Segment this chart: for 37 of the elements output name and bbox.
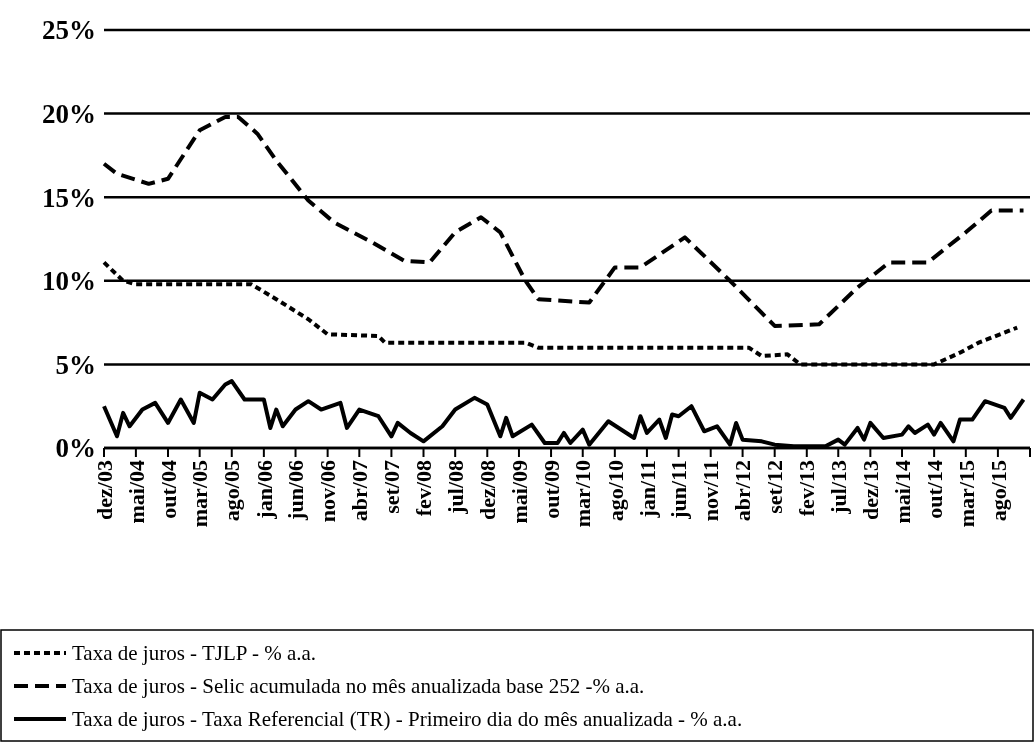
x-tick-label: jul/08 (442, 460, 468, 515)
x-tick-label: mar/10 (570, 460, 596, 528)
x-tick-label: out/14 (921, 460, 947, 519)
x-tick-label: out/09 (538, 460, 564, 519)
x-tick-label: mai/04 (123, 460, 149, 524)
y-tick-label: 15% (42, 182, 96, 213)
x-tick-label: abr/07 (347, 460, 373, 522)
legend-label: Taxa de juros - TJLP - % a.a. (72, 641, 317, 666)
x-tick-label: jun/11 (666, 460, 692, 520)
x-tick-label: set/12 (762, 460, 788, 514)
x-tick-label: dez/13 (858, 460, 884, 520)
x-tick-label: fev/08 (411, 460, 437, 517)
line-series (102, 114, 1026, 328)
x-tick-label: mar/15 (953, 460, 979, 528)
x-tick-label: dez/08 (474, 460, 500, 520)
y-tick-label: 10% (42, 266, 96, 297)
x-tick-label: mai/14 (889, 460, 915, 524)
x-tick-label: nov/06 (315, 460, 341, 523)
legend-label: Taxa de juros - Selic acumulada no mês anualizada base 252 -% a.a. (72, 674, 645, 699)
x-tick-label: mai/09 (506, 460, 532, 524)
y-tick-label: 25% (42, 15, 96, 46)
x-tick-label: ago/15 (985, 460, 1011, 522)
x-tick-label: fev/13 (794, 460, 820, 517)
legend-label: Taxa de juros - Taxa Referencial (TR) - Primeiro dia do mês anualizada - % a.a. (72, 707, 743, 732)
x-tick-label: nov/11 (698, 460, 724, 522)
x-tick-label: set/07 (379, 460, 405, 514)
x-tick-label: jun/06 (283, 460, 309, 521)
y-tick-label: 5% (55, 349, 96, 380)
x-tick-label: jan/06 (251, 460, 277, 520)
x-tick-label: ago/05 (219, 460, 245, 522)
x-tick-label: out/04 (155, 460, 181, 519)
x-tick-label: ago/10 (602, 460, 628, 522)
x-tick-label: jan/11 (634, 460, 660, 519)
x-tick-label: mar/05 (187, 460, 213, 528)
y-tick-label: 20% (42, 99, 96, 130)
x-tick-label: jul/13 (825, 460, 851, 515)
x-tick-label: abr/12 (730, 460, 756, 522)
